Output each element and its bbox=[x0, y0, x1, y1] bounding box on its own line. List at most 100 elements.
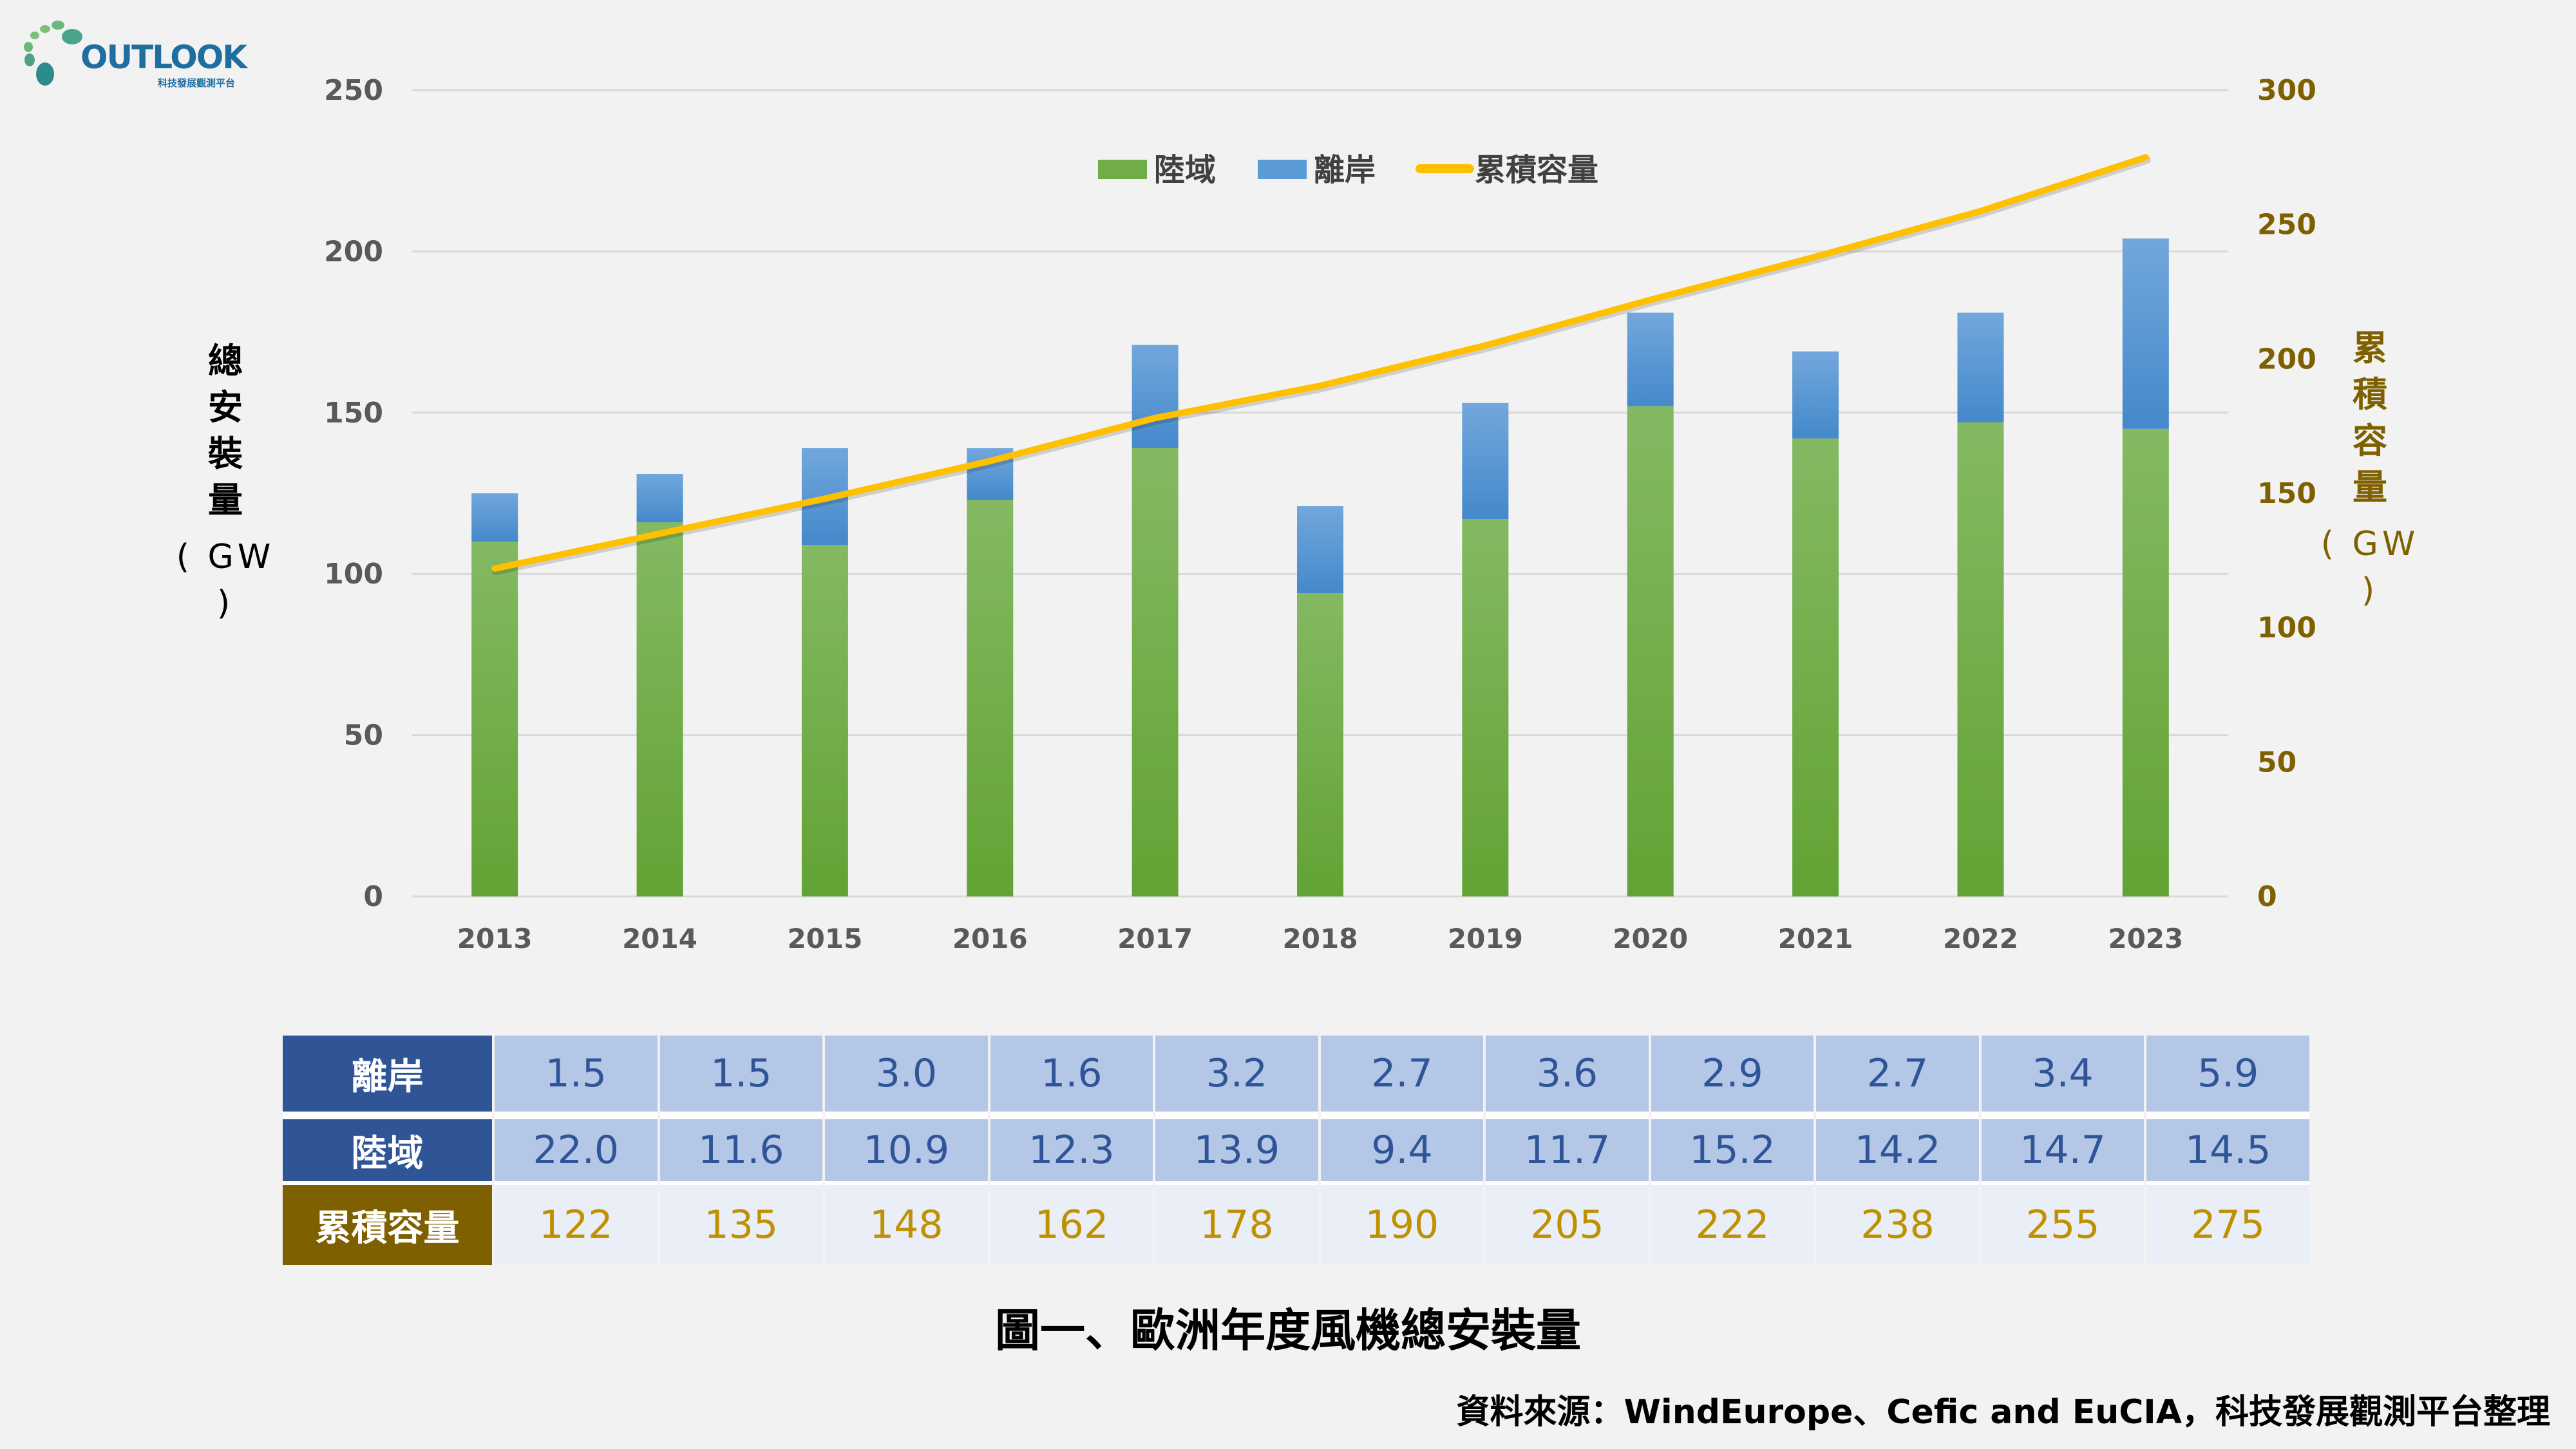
row-header: 累積容量 bbox=[283, 1181, 492, 1265]
bar-onshore bbox=[967, 500, 1014, 896]
x-tick-label: 2015 bbox=[787, 923, 862, 954]
left-tick-label: 200 bbox=[324, 235, 383, 268]
legend-swatch-onshore bbox=[1098, 160, 1147, 179]
x-tick-label: 2016 bbox=[952, 923, 1028, 954]
cumulative-point bbox=[659, 533, 661, 535]
cumulative-point bbox=[989, 460, 991, 462]
x-tick-label: 2018 bbox=[1283, 923, 1358, 954]
table-cell: 9.4 bbox=[1320, 1112, 1484, 1181]
table-cell: 2.7 bbox=[1816, 1036, 1979, 1112]
bar-offshore bbox=[1627, 312, 1674, 406]
cumulative-point bbox=[1980, 210, 1982, 212]
left-tick-label: 100 bbox=[324, 558, 383, 591]
axis-title-char: 總 bbox=[208, 341, 243, 381]
table-cell: 14.2 bbox=[1816, 1112, 1979, 1181]
table-cell: 3.0 bbox=[825, 1036, 988, 1112]
cumulative-point bbox=[494, 567, 496, 569]
table-row: 離岸 1.5 1.5 3.0 1.6 3.2 2.7 3.6 2.9 2.7 3.4 5.9 bbox=[283, 1036, 2309, 1112]
table-cell: 22.0 bbox=[495, 1112, 658, 1181]
bar-offshore bbox=[1132, 345, 1179, 448]
table-cell: 122 bbox=[495, 1181, 658, 1265]
legend-label-onshore: 陸域 bbox=[1154, 152, 1216, 188]
table-cell: 2.9 bbox=[1651, 1036, 1814, 1112]
bar-offshore bbox=[1462, 402, 1509, 520]
bar-offshore bbox=[1957, 312, 2004, 422]
data-table: 離岸 1.5 1.5 3.0 1.6 3.2 2.7 3.6 2.9 2.7 3.4 5.9 陸域 22.… bbox=[280, 1036, 2312, 1265]
bar-onshore bbox=[471, 542, 518, 896]
x-tick-label: 2023 bbox=[2108, 923, 2183, 954]
left-axis-title-text: 總安裝量 bbox=[167, 338, 283, 524]
right-axis-unit: ( GW ) bbox=[2320, 525, 2420, 610]
axis-title-char: 容 bbox=[2353, 421, 2387, 461]
x-tick-label: 2021 bbox=[1778, 923, 1853, 954]
bar-onshore bbox=[2122, 428, 2169, 896]
left-tick-label: 50 bbox=[344, 719, 383, 752]
bar-offshore bbox=[1297, 506, 1343, 594]
x-tick-label: 2019 bbox=[1448, 923, 1523, 954]
table-cell: 15.2 bbox=[1651, 1112, 1814, 1181]
right-tick-label: 50 bbox=[2257, 746, 2297, 779]
table-cell: 1.5 bbox=[659, 1036, 823, 1112]
table-cell: 3.4 bbox=[1981, 1036, 2145, 1112]
axis-title-char: 量 bbox=[2353, 467, 2387, 507]
left-axis-ticks: 0 50 100 150 200 250 bbox=[324, 74, 383, 913]
x-axis-ticks: 2013 2014 2015 2016 2017 2018 2019 2020 2021 2022… bbox=[457, 923, 2184, 954]
table-cell: 14.7 bbox=[1981, 1112, 2145, 1181]
table-cell: 13.9 bbox=[1155, 1112, 1318, 1181]
legend-label-offshore: 離岸 bbox=[1314, 152, 1376, 188]
table-cell: 12.3 bbox=[990, 1112, 1153, 1181]
logo-dots-icon bbox=[24, 21, 82, 86]
cumulative-line bbox=[491, 154, 2151, 575]
row-header: 離岸 bbox=[283, 1036, 492, 1112]
table-cell: 205 bbox=[1486, 1181, 1649, 1265]
axis-title-char: 裝 bbox=[208, 433, 243, 474]
bar-offshore bbox=[2122, 238, 2169, 429]
bar-onshore bbox=[1297, 593, 1343, 896]
table-cell: 14.5 bbox=[2146, 1112, 2309, 1181]
bar-offshore bbox=[636, 473, 683, 523]
left-tick-label: 0 bbox=[363, 880, 383, 913]
bar-onshore bbox=[801, 545, 848, 896]
right-axis-title: 累積容量 ( GW ) bbox=[2312, 325, 2428, 614]
table-cell: 178 bbox=[1155, 1181, 1318, 1265]
x-tick-label: 2017 bbox=[1117, 923, 1193, 954]
row-header: 陸域 bbox=[283, 1112, 492, 1181]
table-cell: 135 bbox=[659, 1181, 823, 1265]
x-tick-label: 2014 bbox=[622, 923, 697, 954]
right-tick-label: 300 bbox=[2257, 74, 2316, 107]
axis-title-char: 量 bbox=[208, 480, 243, 520]
table-cell: 3.6 bbox=[1486, 1036, 1649, 1112]
table-cell: 222 bbox=[1651, 1181, 1814, 1265]
logo-subtitle: 科技發展觀測平台 bbox=[158, 77, 236, 89]
right-tick-label: 200 bbox=[2257, 343, 2316, 375]
table-cell: 1.6 bbox=[990, 1036, 1153, 1112]
logo-wordmark: OUTLOOK bbox=[80, 39, 247, 76]
legend: 陸域 離岸 累積容量 bbox=[1098, 152, 1598, 188]
cumulative-point bbox=[1815, 256, 1817, 258]
axis-title-char: 累 bbox=[2353, 328, 2387, 368]
right-tick-label: 0 bbox=[2257, 880, 2277, 913]
x-tick-label: 2022 bbox=[1943, 923, 2018, 954]
bar-onshore bbox=[636, 522, 683, 896]
table-cell: 2.7 bbox=[1320, 1036, 1484, 1112]
right-axis-ticks: 0 50 100 150 200 250 300 bbox=[2257, 74, 2316, 913]
table-cell: 1.5 bbox=[495, 1036, 658, 1112]
figure-caption: 圖一、歐洲年度風機總安裝量 bbox=[995, 1304, 1581, 1357]
cumulative-point bbox=[1649, 299, 1651, 301]
source-note: 資料來源：WindEurope、Cefic and EuCIA，科技發展觀測平台… bbox=[1456, 1393, 2550, 1432]
axis-title-char: 安 bbox=[208, 387, 243, 428]
cumulative-point bbox=[1484, 345, 1486, 346]
table-row: 累積容量 122 135 148 162 178 190 205 222 238 255 275 bbox=[283, 1181, 2309, 1265]
cumulative-point bbox=[824, 498, 826, 500]
bar-onshore bbox=[1132, 448, 1179, 896]
table-row: 陸域 22.0 11.6 10.9 12.3 13.9 9.4 11.7 15.2 14.2 14.… bbox=[283, 1112, 2309, 1181]
table-cell: 275 bbox=[2146, 1181, 2309, 1265]
bar-offshore bbox=[471, 493, 518, 542]
right-tick-label: 100 bbox=[2257, 612, 2316, 645]
left-axis-title: 總安裝量 ( GW ) bbox=[167, 338, 283, 627]
right-tick-label: 150 bbox=[2257, 477, 2316, 510]
bar-onshore bbox=[1462, 519, 1509, 896]
cumulative-point bbox=[1320, 385, 1321, 387]
table-cell: 238 bbox=[1816, 1181, 1979, 1265]
